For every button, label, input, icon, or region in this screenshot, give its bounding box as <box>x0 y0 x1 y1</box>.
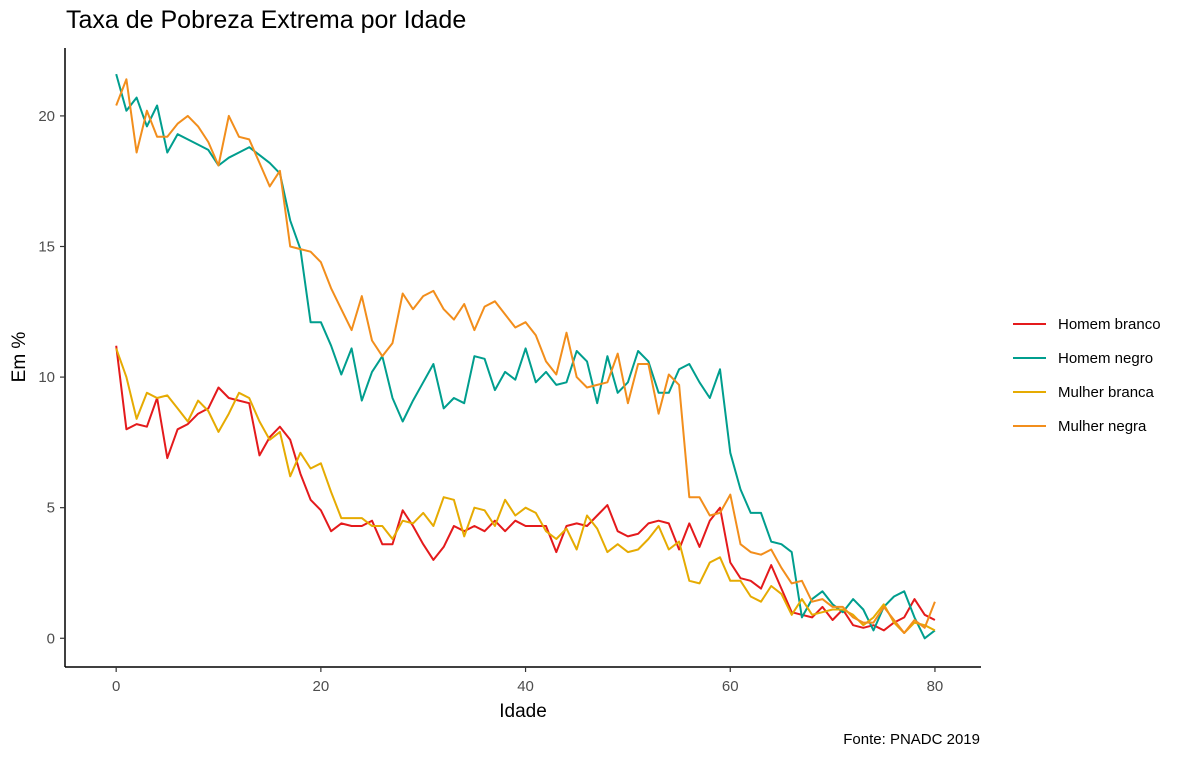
series-line-homem-branco <box>115 345 936 632</box>
legend-label: Homem negro <box>1058 350 1153 367</box>
legend-item: Homem negro <box>1013 350 1153 367</box>
legend-item: Mulher negra <box>1013 418 1147 435</box>
series-line-mulher-negra <box>115 78 936 634</box>
y-tick-label: 15 <box>38 238 55 255</box>
legend-label: Mulher negra <box>1058 418 1147 435</box>
x-tick-label: 0 <box>112 678 120 695</box>
ticks-layer: 0 20 40 60 80 0 5 10 15 20 <box>38 108 943 695</box>
x-tick-label: 80 <box>927 678 944 695</box>
y-tick-label: 10 <box>38 369 55 386</box>
y-tick-label: 0 <box>47 630 55 647</box>
series-line-mulher-branca <box>115 348 936 634</box>
x-tick-label: 40 <box>517 678 534 695</box>
legend: Homem branco Homem negro Mulher branca Mulh… <box>1013 316 1161 435</box>
y-tick-label: 20 <box>38 108 55 125</box>
x-axis-title: Idade <box>499 701 547 722</box>
y-tick-label: 5 <box>47 500 55 517</box>
series-layer <box>115 73 936 640</box>
legend-item: Homem branco <box>1013 316 1161 333</box>
caption: Fonte: PNADC 2019 <box>843 731 980 748</box>
x-tick-label: 20 <box>313 678 330 695</box>
chart-title: Taxa de Pobreza Extrema por Idade <box>66 6 467 34</box>
x-tick-label: 60 <box>722 678 739 695</box>
series-line-homem-negro <box>115 73 936 640</box>
legend-label: Mulher branca <box>1058 384 1155 401</box>
y-axis-title: Em % <box>9 332 30 383</box>
legend-item: Mulher branca <box>1013 384 1155 401</box>
legend-label: Homem branco <box>1058 316 1161 333</box>
